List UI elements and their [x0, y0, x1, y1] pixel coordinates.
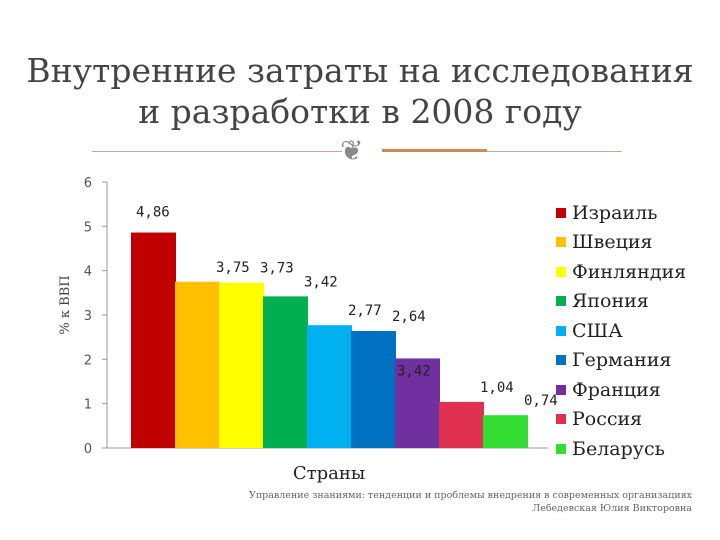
bar-2	[175, 281, 220, 448]
legend-label: Швеция	[572, 231, 653, 254]
legend-swatch	[556, 355, 566, 366]
title-divider-right	[382, 151, 622, 152]
bar-8	[439, 401, 484, 448]
bar-7	[395, 358, 440, 448]
title-line-1: Внутренние затраты на исследования	[26, 51, 694, 90]
legend-item: Швеция	[556, 228, 686, 258]
legend-label: Франция	[572, 378, 661, 401]
footer-line-2: Лебедевская Юлия Викторовна	[532, 503, 692, 514]
scroll-ornament-icon: ❦	[340, 134, 364, 167]
legend-item: Германия	[556, 346, 686, 376]
bar-value-label: 3,42	[304, 274, 338, 290]
bar-4	[263, 296, 308, 448]
bar-value-label: 2,64	[392, 309, 426, 325]
bar-value-label: 3,42	[397, 363, 431, 379]
title-divider-left	[92, 151, 342, 152]
legend-swatch	[556, 443, 566, 454]
footer-credit: Управление знаниями: тенденции и проблем…	[249, 489, 692, 515]
bar-value-label: 3,75	[216, 260, 250, 276]
footer-line-1: Управление знаниями: тенденции и проблем…	[248, 490, 692, 501]
bar-value-label: 1,04	[480, 380, 514, 396]
legend-label: Германия	[572, 349, 672, 372]
bar-value-label: 3,73	[260, 261, 294, 277]
legend-label: Финляндия	[572, 260, 687, 283]
bar-3	[219, 282, 264, 448]
y-axis-label: % к ВВП	[58, 275, 73, 334]
y-tick-label: 1	[84, 398, 92, 413]
legend-item: Израиль	[556, 198, 686, 228]
y-tick-label: 2	[84, 353, 92, 368]
legend-label: Япония	[572, 290, 649, 313]
y-tick-label: 5	[84, 220, 92, 235]
title-line-2: и разработки в 2008 году	[138, 92, 582, 131]
bar-1	[131, 232, 176, 448]
legend-item: США	[556, 316, 686, 346]
y-tick-label: 6	[84, 176, 92, 191]
title-divider-accent	[382, 149, 487, 152]
legend-item: Финляндия	[556, 257, 686, 287]
legend-swatch	[556, 296, 566, 307]
legend-swatch	[556, 325, 566, 336]
legend-swatch	[556, 414, 566, 425]
legend-swatch	[556, 266, 566, 277]
legend-swatch	[556, 207, 566, 218]
y-tick-label: 3	[84, 309, 92, 324]
bar-6	[351, 330, 396, 448]
legend-swatch	[556, 237, 566, 248]
legend-label: Израиль	[572, 201, 658, 224]
bar-value-label: 2,77	[348, 303, 382, 319]
x-axis-label: Страны	[293, 463, 365, 484]
chart-legend: Израиль Швеция Финляндия Япония США Германия Ф…	[556, 198, 686, 464]
legend-item: Беларусь	[556, 434, 686, 464]
legend-label: США	[572, 319, 623, 342]
y-tick-label: 4	[84, 265, 92, 280]
legend-item: Япония	[556, 287, 686, 317]
legend-item: Россия	[556, 405, 686, 435]
bar-9	[483, 415, 528, 448]
legend-swatch	[556, 384, 566, 395]
legend-label: Беларусь	[572, 437, 665, 460]
bar-value-label: 4,86	[136, 205, 170, 221]
legend-item: Франция	[556, 375, 686, 405]
legend-label: Россия	[572, 408, 643, 431]
bar-value-label: 0,74	[524, 393, 558, 409]
bar-5	[307, 325, 352, 448]
y-tick-label: 0	[84, 442, 92, 457]
